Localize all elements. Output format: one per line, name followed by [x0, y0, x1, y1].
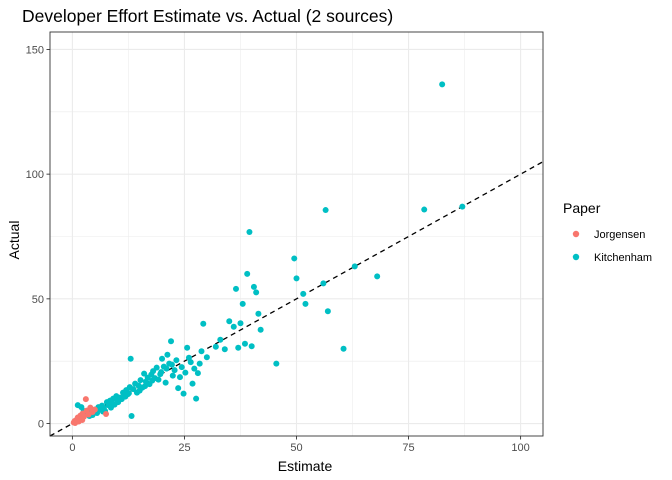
data-point-kitchenham	[351, 263, 358, 270]
data-point-kitchenham	[180, 390, 187, 397]
y-axis-ticks: 0 50 100 150	[26, 44, 50, 431]
data-point-kitchenham	[324, 308, 331, 315]
legend-label-jorgensen: Jorgensen	[594, 229, 645, 241]
x-tick-label: 50	[290, 442, 302, 454]
data-point-kitchenham	[235, 344, 242, 351]
data-point-kitchenham	[221, 346, 228, 353]
data-point-kitchenham	[374, 273, 381, 280]
legend-entries: Jorgensen Kitchenham	[572, 229, 652, 264]
legend: Paper Jorgensen Kitchenham	[563, 200, 652, 264]
data-point-kitchenham	[248, 343, 255, 350]
legend-title: Paper	[563, 200, 601, 216]
data-point-kitchenham	[185, 354, 192, 361]
y-axis-title: Actual	[6, 221, 22, 260]
x-tick-label: 75	[402, 442, 414, 454]
data-point-kitchenham	[246, 229, 253, 236]
data-point-kitchenham	[107, 404, 114, 411]
data-point-kitchenham	[198, 348, 205, 355]
data-point-kitchenham	[175, 385, 182, 392]
data-point-kitchenham	[155, 376, 162, 383]
data-point-kitchenham	[168, 361, 175, 368]
data-point-kitchenham	[162, 379, 169, 386]
data-point-jorgensen	[91, 406, 98, 413]
data-point-kitchenham	[226, 318, 233, 325]
x-tick-label: 100	[511, 442, 529, 454]
data-point-kitchenham	[293, 275, 300, 282]
data-point-kitchenham	[176, 374, 183, 381]
y-tick-label: 0	[38, 419, 44, 431]
data-point-kitchenham	[136, 387, 143, 394]
data-point-kitchenham	[302, 300, 309, 307]
data-points	[70, 81, 466, 427]
data-point-kitchenham	[169, 372, 176, 379]
y-tick-label: 150	[26, 44, 44, 56]
data-point-kitchenham	[159, 355, 166, 362]
data-point-kitchenham	[173, 357, 180, 364]
data-point-jorgensen	[82, 396, 89, 403]
x-tick-label: 0	[69, 442, 75, 454]
data-point-kitchenham	[153, 364, 160, 371]
data-point-kitchenham	[158, 369, 165, 376]
data-point-kitchenham	[239, 300, 246, 307]
legend-label-kitchenham: Kitchenham	[594, 252, 652, 264]
data-point-kitchenham	[184, 344, 191, 351]
data-point-kitchenham	[171, 367, 178, 374]
data-point-kitchenham	[128, 413, 135, 420]
data-point-kitchenham	[439, 81, 446, 88]
data-point-kitchenham	[322, 207, 329, 214]
data-point-kitchenham	[459, 203, 466, 210]
data-point-kitchenham	[168, 338, 175, 345]
data-point-kitchenham	[320, 280, 327, 287]
x-axis-ticks: 0 25 50 75 100	[69, 436, 530, 454]
legend-key-kitchenham	[572, 253, 580, 261]
data-point-kitchenham	[182, 369, 189, 376]
data-point-kitchenham	[340, 345, 347, 352]
data-point-kitchenham	[212, 343, 219, 350]
data-point-kitchenham	[217, 336, 224, 343]
data-point-kitchenham	[200, 320, 207, 327]
data-point-kitchenham	[421, 206, 428, 213]
data-point-kitchenham	[187, 359, 194, 366]
data-point-kitchenham	[250, 283, 257, 290]
data-point-kitchenham	[164, 351, 171, 358]
y-tick-label: 100	[26, 169, 44, 181]
data-point-kitchenham	[193, 395, 200, 402]
data-point-kitchenham	[141, 370, 148, 377]
gridlines	[50, 32, 543, 436]
data-point-kitchenham	[244, 270, 251, 277]
data-point-kitchenham	[149, 377, 156, 384]
data-point-kitchenham	[194, 370, 201, 377]
y-tick-label: 50	[32, 294, 44, 306]
data-point-kitchenham	[255, 310, 262, 317]
data-point-kitchenham	[191, 365, 198, 372]
legend-key-jorgensen	[572, 230, 580, 238]
data-point-kitchenham	[137, 377, 144, 384]
data-point-kitchenham	[114, 398, 121, 405]
x-tick-label: 25	[178, 442, 190, 454]
data-point-kitchenham	[232, 285, 239, 292]
data-point-kitchenham	[237, 320, 244, 327]
data-point-kitchenham	[241, 340, 248, 347]
data-point-kitchenham	[163, 365, 170, 372]
data-point-kitchenham	[203, 354, 210, 361]
data-point-kitchenham	[196, 360, 203, 367]
chart-title: Developer Effort Estimate vs. Actual (2 …	[22, 6, 393, 26]
data-point-kitchenham	[257, 326, 264, 333]
data-point-kitchenham	[125, 390, 132, 397]
data-point-kitchenham	[273, 360, 280, 367]
data-point-kitchenham	[253, 289, 260, 296]
data-point-jorgensen	[87, 404, 94, 411]
data-point-kitchenham	[230, 323, 237, 330]
x-axis-title: Estimate	[278, 458, 333, 474]
data-point-jorgensen	[79, 417, 86, 424]
data-point-kitchenham	[291, 255, 298, 262]
data-point-jorgensen	[103, 411, 110, 418]
data-point-kitchenham	[178, 364, 185, 371]
data-point-kitchenham	[300, 290, 307, 297]
data-point-kitchenham	[189, 380, 196, 387]
data-point-kitchenham	[127, 355, 134, 362]
data-point-kitchenham	[142, 383, 149, 390]
